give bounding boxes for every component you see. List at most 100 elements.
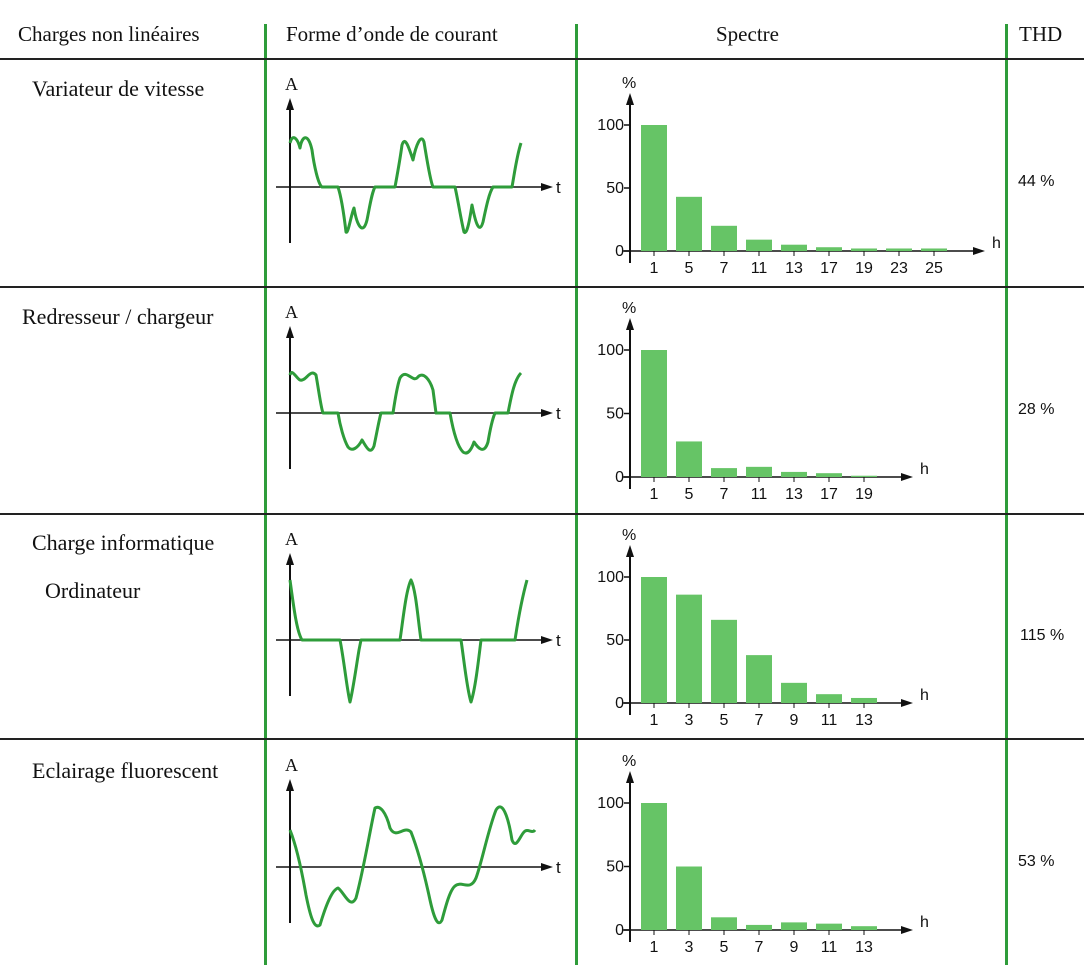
spectrum-ylabel: %	[622, 753, 636, 770]
spectrum-x-arrow	[901, 699, 913, 707]
waveform-xlabel: t	[556, 858, 561, 877]
waveform-y-arrow	[286, 326, 294, 338]
spectrum-y-tick-label: 0	[615, 695, 624, 712]
spectrum-y-tick-label: 50	[606, 406, 624, 423]
thd-value-fluorescent: 53 %	[1018, 853, 1055, 870]
spectrum-bar	[921, 248, 947, 251]
spectrum-y-tick-label: 100	[597, 795, 624, 812]
spectrum-bar	[781, 244, 807, 251]
spectrum-x-arrow	[901, 473, 913, 481]
waveform-x-arrow	[541, 409, 553, 417]
spectrum-bar	[816, 247, 842, 251]
spectrum-xlabel: h	[920, 461, 929, 478]
waveform-xlabel: t	[556, 404, 561, 423]
spectrum-bar	[781, 682, 807, 703]
spectrum-bar	[746, 239, 772, 251]
spectrum-bar	[746, 924, 772, 930]
spectrum-x-tick-label: 25	[925, 260, 943, 277]
spectrum-bar	[746, 466, 772, 477]
spectrum-y-arrow	[626, 771, 634, 783]
spectrum-x-tick-label: 7	[720, 260, 729, 277]
spectrum-x-tick-label: 3	[685, 712, 694, 729]
spectrum-bar	[676, 594, 702, 703]
column-divider	[264, 24, 267, 965]
spectrum-x-tick-label: 5	[720, 939, 729, 956]
spectrum-x-tick-label: 11	[821, 712, 838, 729]
spectrum-x-tick-label: 5	[685, 260, 694, 277]
spectrum-ylabel: %	[622, 527, 636, 544]
spectrum-x-tick-label: 5	[685, 486, 694, 503]
spectrum-bar	[851, 475, 877, 477]
spectrum-x-tick-label: 5	[720, 712, 729, 729]
spectrum-y-tick-label: 0	[615, 469, 624, 486]
spectrum-x-tick-label: 7	[755, 939, 764, 956]
header-loads: Charges non linéaires	[18, 22, 200, 46]
spectrum-bar	[746, 655, 772, 703]
spectrum-bar	[816, 473, 842, 477]
spectrum-x-tick-label: 19	[855, 486, 873, 503]
spectrum-y-tick-label: 50	[606, 632, 624, 649]
row-divider	[0, 513, 1084, 515]
spectrum-bar	[781, 471, 807, 477]
spectrum-x-tick-label: 17	[820, 260, 838, 277]
spectrum-x-tick-label: 11	[821, 939, 838, 956]
spectrum-x-tick-label: 23	[890, 260, 908, 277]
spectrum-x-tick-label: 1	[650, 486, 659, 503]
spectrum-x-tick-label: 11	[751, 260, 768, 277]
spectrum-y-tick-label: 50	[606, 859, 624, 876]
header-spectrum: Spectre	[716, 22, 779, 46]
spectrum-x-tick-label: 13	[785, 260, 803, 277]
waveform-x-arrow	[541, 183, 553, 191]
spectrum-x-tick-label: 1	[650, 712, 659, 729]
spectrum-x-tick-label: 9	[790, 712, 799, 729]
spectrum-bar	[816, 694, 842, 703]
spectrum-x-tick-label: 17	[820, 486, 838, 503]
row-label-informatique: Charge informatique	[32, 530, 215, 555]
spectrum-y-arrow	[626, 545, 634, 557]
spectrum-xlabel: h	[920, 687, 929, 704]
row-label-redresseur: Redresseur / chargeur	[22, 304, 214, 329]
spectrum-x-arrow	[973, 247, 985, 255]
spectrum-x-tick-label: 7	[755, 712, 764, 729]
spectrum-bar	[676, 866, 702, 930]
spectrum-y-tick-label: 100	[597, 569, 624, 586]
spectrum-bar	[711, 468, 737, 477]
spectrum-bar	[851, 697, 877, 703]
row-label-fluorescent: Eclairage fluorescent	[32, 758, 219, 783]
spectrum-bar	[641, 125, 667, 251]
waveform-ylabel: A	[285, 74, 298, 94]
spectrum-y-tick-label: 0	[615, 243, 624, 260]
spectrum-x-tick-label: 13	[855, 712, 873, 729]
waveform-curve	[288, 371, 523, 455]
waveform-xlabel: t	[556, 631, 561, 650]
spectrum-x-tick-label: 3	[685, 939, 694, 956]
spectrum-bar	[851, 926, 877, 930]
waveform-xlabel: t	[556, 178, 561, 197]
waveform-curve	[288, 578, 529, 704]
spectrum-ylabel: %	[622, 75, 636, 92]
thd-value-informatique: 115 %	[1020, 627, 1065, 644]
waveform-curve	[288, 136, 523, 235]
thd-value-redresseur: 28 %	[1018, 401, 1055, 418]
spectrum-x-tick-label: 1	[650, 939, 659, 956]
waveform-ylabel: A	[285, 755, 298, 775]
spectrum-bar	[711, 225, 737, 251]
spectrum-xlabel: h	[992, 235, 1001, 252]
spectrum-bar	[676, 441, 702, 477]
spectrum-y-tick-label: 50	[606, 180, 624, 197]
spectrum-bar	[641, 803, 667, 930]
row-divider	[0, 738, 1084, 740]
spectrum-bar	[851, 248, 877, 251]
header-waveform: Forme d’onde de courant	[286, 22, 498, 46]
spectrum-bar	[711, 619, 737, 703]
row-divider	[0, 58, 1084, 60]
spectrum-y-arrow	[626, 93, 634, 105]
spectrum-x-arrow	[901, 926, 913, 934]
spectrum-bar	[816, 923, 842, 930]
waveform-y-arrow	[286, 98, 294, 110]
spectrum-x-tick-label: 13	[785, 486, 803, 503]
waveform-curve	[288, 805, 537, 928]
thd-value-variateur: 44 %	[1018, 173, 1055, 190]
